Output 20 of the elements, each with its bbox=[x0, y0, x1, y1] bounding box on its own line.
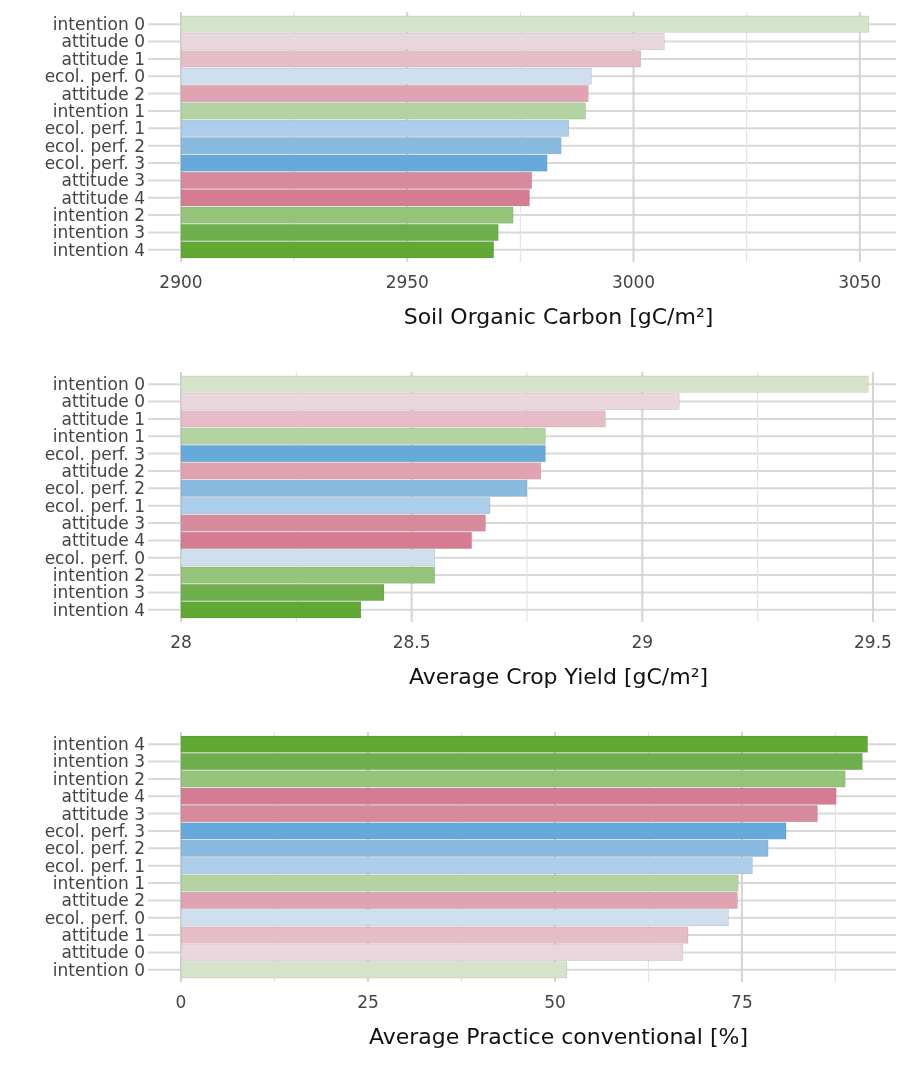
x-tick-label: 28.5 bbox=[392, 632, 431, 652]
x-axis-title: Soil Organic Carbon [gC/m²] bbox=[403, 304, 714, 329]
x-tick-label: 3000 bbox=[611, 272, 656, 292]
y-tick-label: ecol. perf. 0 bbox=[44, 66, 145, 87]
x-tick-label: 2950 bbox=[385, 272, 429, 292]
x-tick-label: 29 bbox=[631, 632, 654, 652]
x-axis-title: Average Practice conventional [%] bbox=[369, 1024, 748, 1049]
x-axis-title: Average Crop Yield [gC/m²] bbox=[408, 664, 709, 689]
x-tick-label: 25 bbox=[357, 992, 379, 1012]
y-tick-label: intention 1 bbox=[52, 100, 145, 121]
y-tick-label: attitude 4 bbox=[61, 187, 145, 208]
x-tick-label: 75 bbox=[731, 992, 753, 1012]
x-tick-label: 2900 bbox=[159, 272, 203, 292]
x-tick-label: 29.5 bbox=[854, 632, 892, 652]
x-tick-label: 3050 bbox=[838, 272, 882, 292]
y-tick-label: ecol. perf. 1 bbox=[44, 118, 145, 139]
x-tick-label: 0 bbox=[175, 992, 187, 1012]
y-tick-label: ecol. perf. 2 bbox=[44, 478, 145, 499]
x-tick-label: 28 bbox=[170, 632, 192, 652]
x-tick-label: 50 bbox=[544, 992, 566, 1012]
